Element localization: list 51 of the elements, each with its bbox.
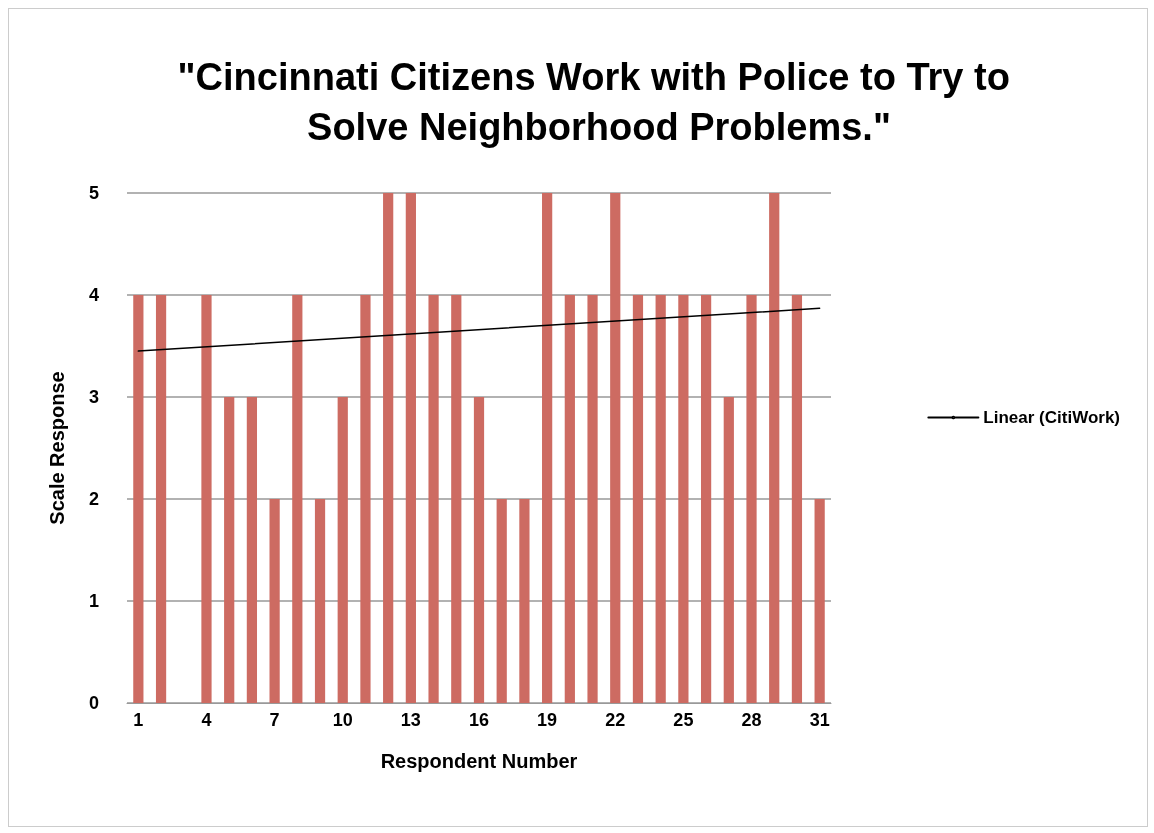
x-tick-label: 28: [741, 710, 762, 730]
bar: [292, 295, 303, 703]
bar: [155, 295, 167, 703]
x-tick-label: 10: [332, 710, 353, 730]
bar: [473, 397, 485, 703]
x-tick-label: 4: [201, 710, 212, 730]
bar: [814, 499, 825, 703]
bar: [564, 295, 575, 703]
bar: [496, 499, 507, 703]
bar: [360, 295, 371, 703]
x-tick-label: 31: [809, 710, 830, 730]
bar: [428, 295, 439, 703]
bar: [610, 193, 621, 703]
bar: [791, 295, 803, 703]
bar: [405, 193, 416, 703]
bar: [451, 295, 462, 703]
bar: [587, 295, 598, 703]
bar: [542, 193, 553, 703]
x-tick-label: 19: [537, 710, 558, 730]
y-tick-label: 2: [88, 489, 99, 509]
y-axis-title: Scale Response: [46, 371, 68, 525]
x-tick-label: 22: [605, 710, 626, 730]
bar: [314, 499, 326, 703]
x-tick-label: 13: [400, 710, 421, 730]
x-tick-label: 25: [673, 710, 694, 730]
bar: [655, 295, 666, 703]
bar: [678, 295, 689, 703]
x-tick-label: 16: [468, 710, 490, 730]
bar: [700, 295, 712, 703]
y-tick-label: 1: [88, 591, 99, 611]
y-tick-label: 3: [88, 387, 99, 407]
bar: [723, 397, 734, 703]
bar: [632, 295, 644, 703]
chart-title: "Cincinnati Citizens Work with Police to Try to Solve Neighborhood Problems.": [177, 56, 1021, 148]
bar: [201, 295, 212, 703]
bar: [337, 397, 348, 703]
bar: [383, 193, 394, 703]
x-axis-title: Respondent Number: [380, 750, 578, 772]
legend-label: Linear (CitiWork): [983, 408, 1120, 427]
bar: [224, 397, 235, 703]
y-tick-label: 4: [88, 285, 99, 305]
bar: [246, 397, 258, 703]
bar: [133, 295, 144, 703]
x-tick-label: 1: [133, 710, 144, 730]
bar: [769, 193, 780, 703]
bar: [269, 499, 280, 703]
y-tick-label: 0: [88, 693, 99, 713]
x-tick-label: 7: [269, 710, 280, 730]
bar: [519, 499, 530, 703]
y-tick-label: 5: [88, 183, 99, 203]
bar: [746, 295, 757, 703]
